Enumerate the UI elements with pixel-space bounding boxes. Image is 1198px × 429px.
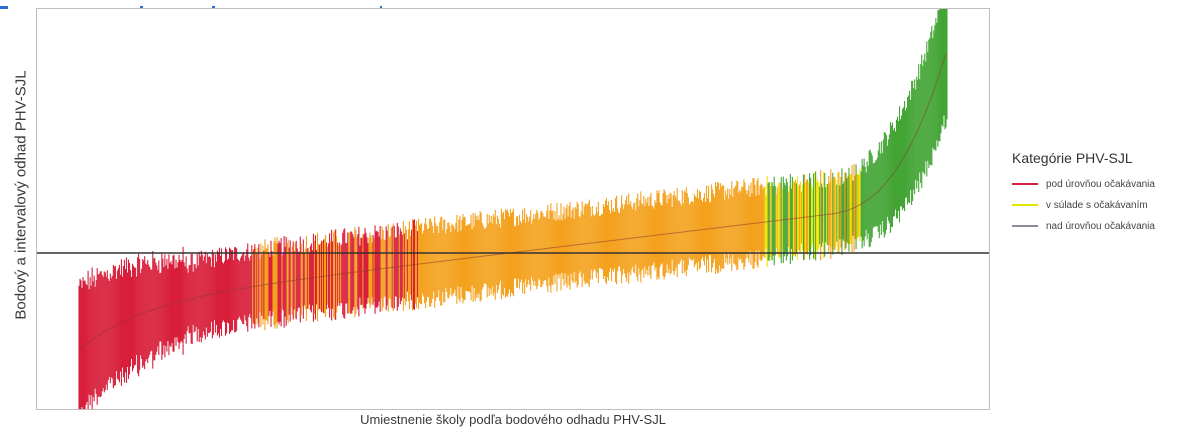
legend-swatch-yellow <box>1012 204 1038 206</box>
cropped-caption-fragment <box>0 0 420 10</box>
legend-swatch-red <box>1012 183 1038 185</box>
legend-swatch-gray <box>1012 225 1038 227</box>
legend-title: Kategórie PHV-SJL <box>1012 150 1133 166</box>
legend-item-below: pod úrovňou očakávania <box>1012 175 1198 193</box>
error-bars-group <box>78 9 948 409</box>
legend: Kategórie PHV-SJL pod úrovňou očakávania… <box>1012 150 1198 238</box>
legend-label-below: pod úrovňou očakávania <box>1046 178 1155 190</box>
y-axis-label: Bodový a intervalový odhad PHV-SJL <box>12 70 30 320</box>
x-axis-label: Umiestnenie školy podľa bodového odhadu … <box>360 412 666 427</box>
legend-label-above: nad úrovňou očakávania <box>1046 220 1155 232</box>
legend-item-consistent: v súlade s očakávaním <box>1012 196 1198 214</box>
legend-item-above: nad úrovňou očakávania <box>1012 217 1198 235</box>
legend-label-consistent: v súlade s očakávaním <box>1046 199 1148 211</box>
chart-svg <box>37 9 989 409</box>
